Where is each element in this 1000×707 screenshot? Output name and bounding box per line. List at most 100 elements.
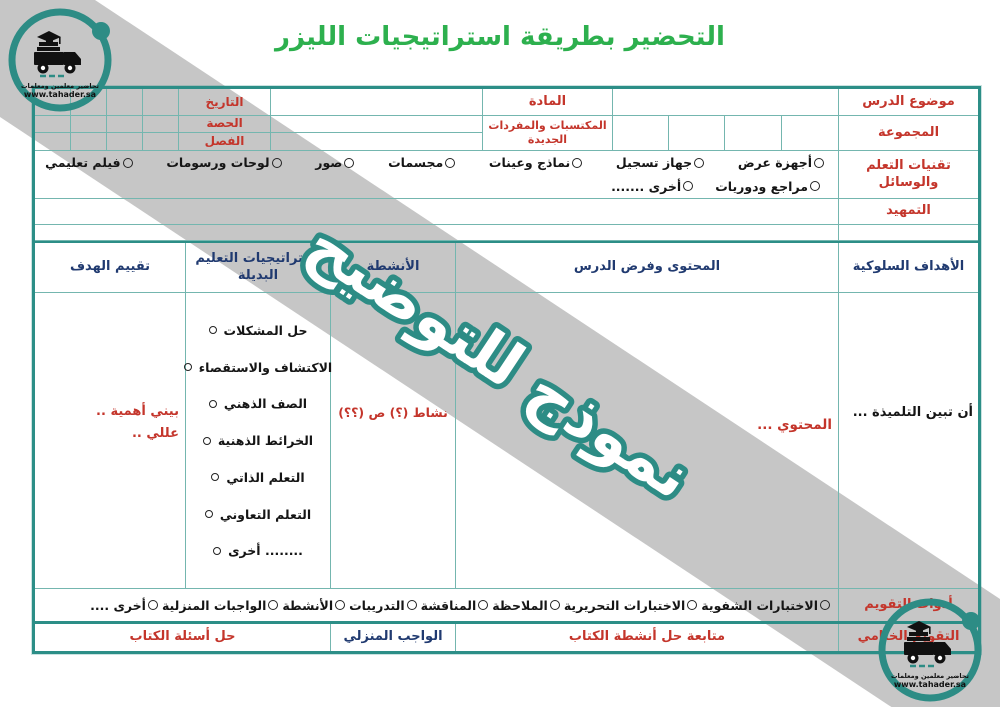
checkbox-circle-icon[interactable]: [183, 363, 192, 371]
period-cell[interactable]: [142, 116, 178, 132]
header-row-2: المجموعة المكتسبات والمفردات الجديدة الح…: [35, 116, 978, 151]
checkbox-circle-icon[interactable]: [271, 157, 282, 168]
objectives-cell[interactable]: أن تبين التلميذة ...: [838, 293, 978, 588]
checkbox-circle-icon[interactable]: [406, 600, 417, 610]
assessment-options: الاختبارات الشفوية الاختبارات التحريرية …: [35, 589, 838, 621]
checkbox-circle-icon[interactable]: [810, 181, 820, 192]
checkbox-circle-icon[interactable]: [820, 600, 830, 610]
tech-option[interactable]: أخرى .......: [611, 179, 694, 194]
strategy-option[interactable]: الخرائط الذهنية: [190, 433, 326, 448]
assessment-option[interactable]: الملاحظة: [492, 598, 560, 613]
period-cell[interactable]: [70, 116, 106, 132]
tech-option[interactable]: صور: [315, 155, 355, 170]
checkbox-circle-icon[interactable]: [814, 157, 824, 168]
book-questions-label: حل أسئلة الكتاب: [129, 629, 236, 645]
checkbox-circle-icon[interactable]: [208, 399, 217, 408]
checkbox-circle-icon[interactable]: [147, 600, 158, 610]
tech-option[interactable]: مراجع ودوريات: [715, 179, 820, 194]
period-cell[interactable]: [106, 116, 142, 132]
graduation-cap-icon: [907, 621, 931, 634]
class-row: الفصل: [35, 132, 482, 150]
checkbox-circle-icon[interactable]: [213, 546, 222, 555]
lesson-topic-field[interactable]: [612, 89, 838, 115]
logo-tagline: تحاضير معلمين ومعلمات: [891, 672, 969, 680]
assessment-option[interactable]: أخرى ....: [90, 598, 158, 613]
date-cell[interactable]: [70, 89, 106, 115]
intro-field[interactable]: [35, 199, 838, 224]
strategy-option[interactable]: الصف الذهني: [190, 396, 326, 411]
subject-field[interactable]: [270, 89, 482, 115]
assessment-row: أدوات التقويم الاختبارات الشفوية الاختبا…: [35, 589, 978, 621]
assessment-option[interactable]: الأنشطة: [282, 598, 346, 613]
assessment-option[interactable]: الاختبارات التحريرية: [564, 598, 698, 613]
checkbox-circle-icon[interactable]: [268, 600, 279, 610]
evaluation-line: عللي ..: [131, 426, 179, 441]
checkbox-circle-icon[interactable]: [335, 600, 346, 610]
assessment-option[interactable]: التدريبات: [349, 598, 417, 613]
strategy-option[interactable]: أخرى ........: [190, 543, 326, 558]
activities-cell[interactable]: نشاط (؟) ص (؟؟): [330, 293, 455, 588]
truck-icon: [904, 621, 951, 668]
group-label: المجموعة: [838, 116, 978, 150]
evaluation-header: تقييم الهدف: [69, 259, 151, 275]
subject-label: المادة: [482, 89, 612, 115]
group-cell[interactable]: [724, 116, 781, 150]
checkbox-circle-icon[interactable]: [687, 600, 698, 610]
logo-site-url: www.tahader.sa: [894, 680, 966, 689]
date-cell[interactable]: [106, 89, 142, 115]
tech-options: أجهزة عرض جهاز تسجيل نماذج وعينات مجسمات…: [35, 151, 838, 198]
logo-ring: [878, 598, 982, 702]
truck-icon: [34, 31, 81, 78]
checkbox-circle-icon[interactable]: [694, 157, 705, 168]
tech-option[interactable]: مجسمات: [388, 155, 456, 170]
checkbox-circle-icon[interactable]: [122, 157, 133, 168]
class-cell[interactable]: [106, 132, 142, 150]
checkbox-circle-icon[interactable]: [445, 157, 456, 168]
checkbox-circle-icon[interactable]: [211, 473, 220, 482]
lesson-plan-form: موضوع الدرس المادة التاريخ المجموعة المك…: [32, 86, 981, 654]
homework-label: الواجب المنزلي: [330, 624, 455, 651]
checkbox-circle-icon[interactable]: [204, 510, 213, 518]
checkbox-circle-icon[interactable]: [344, 157, 355, 168]
graduation-cap-icon: [37, 31, 61, 44]
group-cell[interactable]: [668, 116, 724, 150]
strategy-option[interactable]: حل المشكلات: [190, 323, 326, 338]
class-cell[interactable]: [70, 132, 106, 150]
checkbox-circle-icon[interactable]: [683, 181, 694, 192]
date-label: التاريخ: [178, 89, 270, 115]
assessment-option[interactable]: الواجبات المنزلية: [162, 598, 279, 613]
checkbox-circle-icon[interactable]: [208, 326, 217, 335]
class-extra-field[interactable]: [270, 132, 482, 150]
checkbox-circle-icon[interactable]: [572, 157, 583, 168]
tech-option[interactable]: لوحات ورسومات: [166, 155, 282, 170]
group-cell[interactable]: [612, 116, 668, 150]
assessment-option[interactable]: الاختبارات الشفوية: [701, 598, 830, 613]
content-header: المحتوى وفرض الدرس: [455, 243, 838, 292]
date-cell[interactable]: [142, 89, 178, 115]
strategy-option[interactable]: التعلم التعاوني: [190, 507, 326, 522]
tech-option[interactable]: فيلم تعليمي: [45, 155, 133, 170]
tech-option[interactable]: أجهزة عرض: [738, 155, 824, 170]
class-cell[interactable]: [142, 132, 178, 150]
checkbox-circle-icon[interactable]: [478, 600, 489, 610]
assessment-option[interactable]: المناقشة: [421, 598, 489, 613]
content-cell[interactable]: المحتوي ...: [455, 293, 838, 588]
checkbox-circle-icon[interactable]: [549, 600, 560, 610]
intro-extra-row: [35, 225, 978, 241]
tech-option[interactable]: نماذج وعينات: [489, 155, 583, 170]
strategy-option[interactable]: الاكتشاف والاستقصاء: [183, 360, 332, 375]
period-cell[interactable]: [35, 116, 70, 132]
lesson-topic-label: موضوع الدرس: [838, 89, 978, 115]
checkbox-circle-icon[interactable]: [202, 436, 211, 445]
period-extra-field[interactable]: [270, 116, 482, 132]
class-cell[interactable]: [35, 133, 70, 150]
intro-extra-field[interactable]: [35, 225, 838, 240]
intro-extra-cell[interactable]: [838, 225, 978, 240]
strategy-option[interactable]: التعلم الذاتي: [190, 470, 326, 485]
logo-tagline: تحاضير معلمين ومعلمات: [21, 82, 99, 90]
class-label: الفصل: [178, 132, 270, 150]
evaluation-cell[interactable]: بيني أهمية .. عللي ..: [35, 293, 185, 588]
group-cell[interactable]: [781, 116, 838, 150]
tech-option[interactable]: جهاز تسجيل: [616, 155, 705, 170]
